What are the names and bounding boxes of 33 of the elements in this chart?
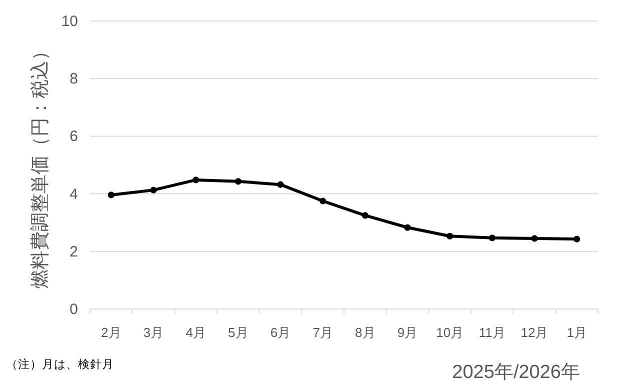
x-tick-label: 9月 <box>397 325 418 340</box>
point <box>192 176 200 184</box>
y-axis-title: 燃料費調整単価（円：税込） <box>30 42 51 288</box>
point <box>234 178 242 185</box>
point <box>362 212 368 219</box>
point <box>108 192 114 198</box>
point <box>404 224 411 231</box>
x-tick-label: 2月 <box>101 325 122 340</box>
x-axis-title: 2025年/2026年 <box>452 362 580 383</box>
y-tick-label: 0 <box>70 301 78 318</box>
text: （注）月は、検針月 <box>6 357 114 371</box>
point <box>488 234 496 242</box>
x-tick-label: 12月 <box>520 325 548 340</box>
x-tick-label: 8月 <box>355 325 376 340</box>
y-tick-label: 2 <box>70 243 78 260</box>
x-tick-label: 11月 <box>478 325 506 340</box>
x-tick-label: 4月 <box>186 325 206 340</box>
x-tick-label: 5月 <box>228 325 248 340</box>
point <box>150 186 157 194</box>
y-tick-label: 6 <box>70 128 78 146</box>
x-tick-label: 7月 <box>312 325 333 340</box>
x-tick-label: 1月 <box>566 325 587 340</box>
point <box>277 181 284 188</box>
x-tick-label: 10月 <box>436 325 464 340</box>
point <box>574 236 580 242</box>
x-tick-label: 6月 <box>270 325 291 340</box>
y-tick-label: 10 <box>61 13 78 30</box>
point <box>320 198 326 204</box>
y-tick-label: 8 <box>70 70 78 88</box>
point <box>531 235 538 242</box>
point <box>446 232 454 240</box>
y-tick-label: 4 <box>70 186 78 203</box>
x-tick-label: 3月 <box>143 325 164 340</box>
